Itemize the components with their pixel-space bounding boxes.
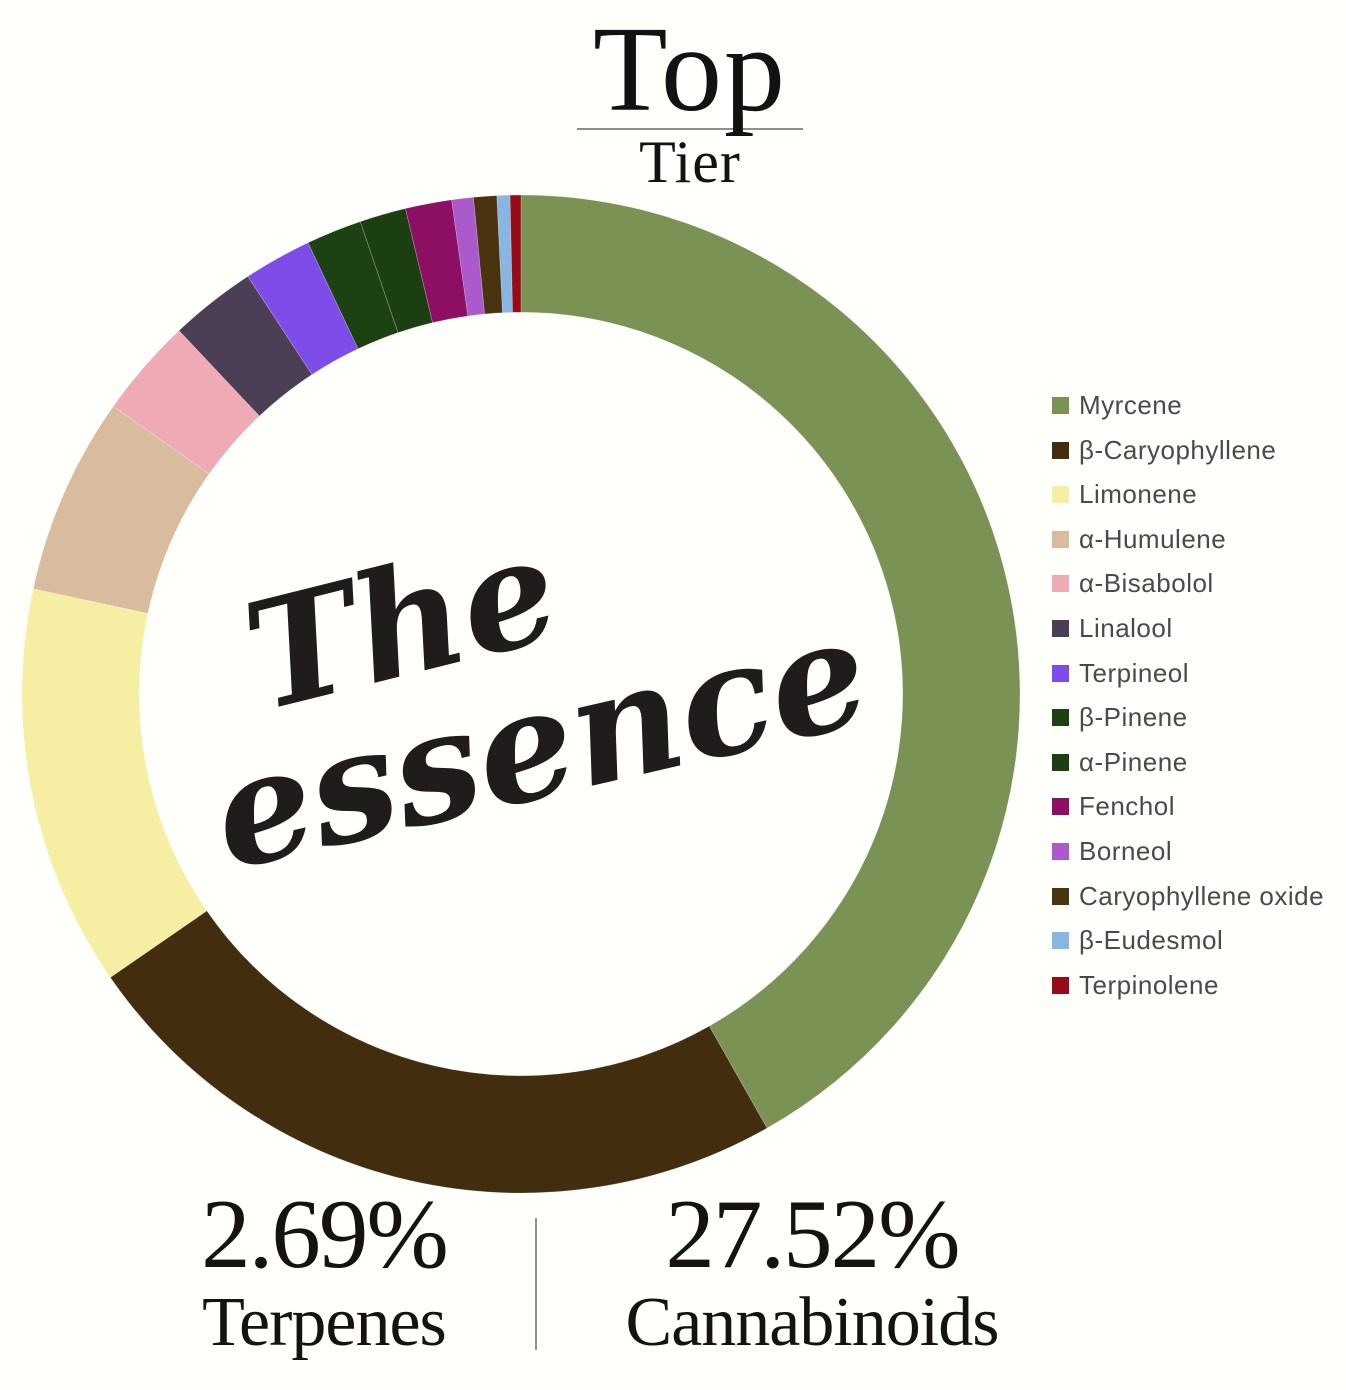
legend-item: Fenchol — [1052, 791, 1324, 822]
legend-swatch — [1052, 664, 1069, 682]
legend-swatch — [1052, 842, 1069, 860]
donut-slices — [22, 195, 1020, 1193]
legend-label: α-Humulene — [1079, 523, 1227, 554]
terpenes-stat: 2.69% Terpenes — [128, 1185, 520, 1358]
legend-item: α-Bisabolol — [1052, 568, 1324, 599]
legend-item: Caryophyllene oxide — [1052, 880, 1325, 911]
title-underline — [577, 128, 803, 131]
terpenes-label: Terpenes — [202, 1284, 447, 1361]
donut-slice-Myrcene — [520, 195, 1020, 1129]
legend-item: Borneol — [1052, 835, 1324, 866]
legend-label: Terpineol — [1079, 657, 1190, 688]
legend-label: β-Caryophyllene — [1079, 434, 1277, 465]
donut-svg: The essence — [22, 195, 1020, 1193]
legend-item: β-Pinene — [1052, 702, 1324, 733]
stats-divider — [535, 1218, 537, 1350]
cannabinoids-stat: 27.52% Cannabinoids — [592, 1185, 1032, 1358]
donut-chart: The essence — [22, 195, 1020, 1193]
legend: Myrcene β-Caryophyllene Limonene α-Humulene… — [1052, 390, 1325, 1016]
legend-item: α-Humulene — [1052, 523, 1324, 554]
terpenes-value: 2.69% — [201, 1180, 449, 1289]
legend-label: Limonene — [1079, 479, 1198, 510]
legend-label: α-Pinene — [1079, 746, 1188, 777]
donut-slice-Terpinolene — [509, 195, 522, 313]
legend-swatch — [1052, 619, 1069, 637]
legend-swatch — [1052, 441, 1069, 459]
legend-swatch — [1052, 486, 1069, 504]
donut-slice-Limonene — [22, 588, 208, 978]
title-main: Top — [592, 2, 787, 137]
page-title: Top Tier — [539, 2, 841, 196]
legend-swatch — [1052, 397, 1069, 414]
legend-swatch — [1052, 976, 1069, 994]
cannabinoids-label: Cannabinoids — [625, 1284, 1000, 1361]
legend-label: Linalool — [1079, 612, 1173, 643]
legend-item: Terpinolene — [1052, 969, 1324, 1000]
title-sub: Tier — [639, 129, 741, 196]
legend-label: Myrcene — [1079, 390, 1183, 420]
cannabinoids-value: 27.52% — [665, 1180, 960, 1289]
donut-slice-β-Caryophyllene — [109, 910, 768, 1193]
legend-swatch — [1052, 575, 1069, 593]
legend-item: β-Caryophyllene — [1052, 434, 1324, 465]
legend-label: Fenchol — [1079, 791, 1175, 822]
legend-item: Terpineol — [1052, 657, 1324, 688]
legend-item: Limonene — [1052, 479, 1324, 510]
legend-swatch — [1052, 530, 1069, 548]
legend-item: Linalool — [1052, 612, 1324, 643]
legend-swatch — [1052, 887, 1069, 905]
legend-label: Borneol — [1079, 835, 1173, 866]
legend-label: Terpinolene — [1079, 969, 1219, 1000]
legend-label: β-Eudesmol — [1079, 925, 1224, 956]
legend-swatch — [1052, 709, 1069, 727]
legend-item: Myrcene — [1052, 390, 1324, 420]
legend-item: β-Eudesmol — [1052, 925, 1324, 956]
legend-swatch — [1052, 753, 1069, 771]
center-logo: The essence — [196, 500, 884, 904]
legend-swatch — [1052, 932, 1069, 950]
legend-label: β-Pinene — [1079, 702, 1188, 733]
legend-swatch — [1052, 798, 1069, 816]
legend-label: Caryophyllene oxide — [1079, 880, 1325, 911]
legend-item: α-Pinene — [1052, 746, 1324, 777]
legend-label: α-Bisabolol — [1079, 568, 1214, 599]
